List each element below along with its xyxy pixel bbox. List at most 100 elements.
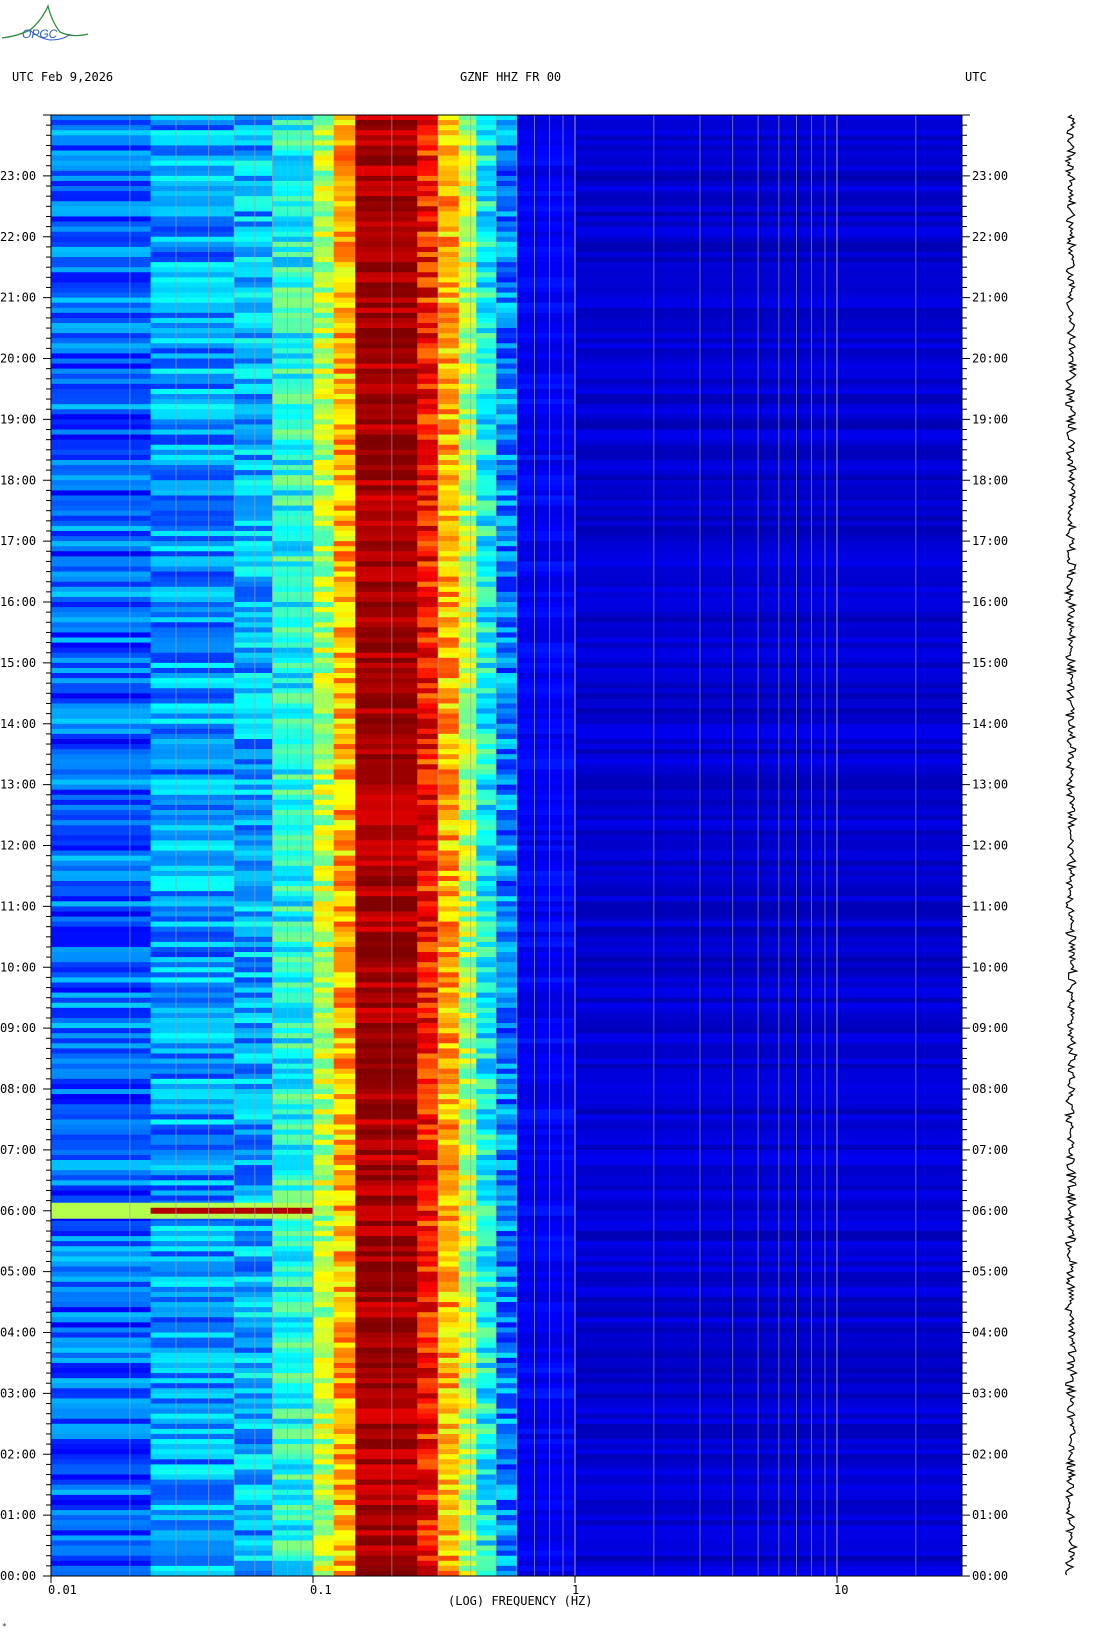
heatmap-cell — [438, 1154, 460, 1161]
heatmap-cell — [355, 1200, 418, 1207]
heatmap-cell — [333, 1312, 356, 1318]
heatmap-cell — [51, 160, 152, 167]
heatmap-cell — [51, 536, 152, 542]
heatmap-cell — [333, 1489, 356, 1496]
heatmap-cell — [516, 576, 576, 583]
heatmap-cell — [355, 186, 418, 192]
heatmap-cell — [458, 262, 477, 268]
heatmap-cell — [438, 175, 460, 182]
heatmap-cell — [476, 1215, 497, 1222]
heatmap-cell — [51, 490, 152, 496]
heatmap-cell — [516, 1195, 576, 1201]
heatmap-cell — [417, 1413, 439, 1420]
heatmap-cell — [150, 622, 235, 628]
heatmap-cell — [234, 738, 273, 745]
y-tick-label-right: 18:00 — [972, 473, 1008, 487]
heatmap-cell — [355, 850, 418, 857]
heatmap-cell — [272, 1251, 314, 1257]
heatmap-cell — [313, 125, 335, 131]
heatmap-cell — [272, 566, 314, 572]
heatmap-cell — [438, 1048, 460, 1054]
heatmap-cell — [438, 328, 460, 334]
heatmap-cell — [51, 439, 152, 446]
heatmap-cell — [234, 749, 273, 755]
heatmap-cell — [333, 1154, 356, 1161]
heatmap-cell — [313, 1185, 335, 1191]
heatmap-cell — [458, 1028, 477, 1034]
heatmap-cell — [355, 1073, 418, 1080]
heatmap-cell — [458, 510, 477, 517]
heatmap-cell — [333, 794, 356, 801]
heatmap-cell — [417, 333, 439, 339]
heatmap-cell — [313, 1058, 335, 1065]
heatmap-cell — [516, 1479, 576, 1486]
heatmap-cell — [272, 130, 314, 136]
heatmap-cell — [575, 1144, 963, 1151]
heatmap-cell — [458, 328, 477, 334]
heatmap-cell — [496, 429, 518, 435]
heatmap-cell — [51, 1083, 152, 1090]
heatmap-cell — [476, 946, 497, 953]
heatmap-cell — [458, 1281, 477, 1288]
heatmap-cell — [313, 480, 335, 486]
heatmap-cell — [51, 165, 152, 172]
heatmap-cell — [51, 1109, 152, 1115]
heatmap-cell — [516, 642, 576, 649]
heatmap-cell — [417, 678, 439, 684]
heatmap-cell — [355, 992, 418, 999]
heatmap-cell — [355, 485, 418, 491]
heatmap-cell — [313, 196, 335, 202]
heatmap-cell — [575, 1423, 963, 1430]
heatmap-cell — [51, 683, 152, 689]
heatmap-cell — [150, 627, 235, 633]
heatmap-cell — [313, 257, 335, 263]
heatmap-cell — [333, 246, 356, 253]
heatmap-cell — [272, 551, 314, 557]
heatmap-cell — [355, 1439, 418, 1445]
heatmap-cell — [516, 180, 576, 187]
heatmap-cell — [313, 703, 335, 709]
heatmap-cell — [516, 363, 576, 370]
heatmap-cell — [51, 1094, 152, 1100]
heatmap-cell — [51, 952, 152, 958]
heatmap-cell — [234, 1154, 273, 1161]
heatmap-cell — [272, 241, 314, 248]
heatmap-cell — [476, 1149, 497, 1156]
heatmap-cell — [417, 612, 439, 618]
heatmap-cell — [458, 1368, 477, 1374]
heatmap-cell — [272, 1494, 314, 1501]
heatmap-cell — [333, 1129, 356, 1136]
heatmap-cell — [458, 130, 477, 136]
heatmap-cell — [516, 1175, 576, 1181]
heatmap-cell — [516, 886, 576, 892]
heatmap-cell — [234, 1418, 273, 1425]
heatmap-cell — [458, 251, 477, 258]
heatmap-cell — [516, 388, 576, 395]
heatmap-cell — [417, 1433, 439, 1440]
heatmap-cell — [355, 678, 418, 684]
heatmap-cell — [313, 495, 335, 501]
heatmap-cell — [333, 140, 356, 146]
heatmap-cell — [575, 338, 963, 344]
heatmap-cell — [313, 1256, 335, 1262]
heatmap-cell — [355, 860, 418, 867]
heatmap-cell — [333, 1185, 356, 1191]
heatmap-cell — [458, 1332, 477, 1338]
y-tick-label-left: 16:00 — [0, 595, 36, 609]
heatmap-cell — [438, 967, 460, 973]
heatmap-cell — [150, 1347, 235, 1354]
heatmap-cell — [496, 911, 518, 917]
heatmap-cell — [438, 541, 460, 547]
heatmap-cell — [575, 967, 963, 973]
heatmap-cell — [516, 1007, 576, 1014]
heatmap-cell — [516, 957, 576, 963]
heatmap-cell — [333, 1464, 356, 1470]
heatmap-cell — [150, 1119, 235, 1125]
heatmap-cell — [313, 865, 335, 872]
heatmap-cell — [333, 1388, 356, 1394]
heatmap-cell — [516, 1418, 576, 1425]
heatmap-cell — [438, 1560, 460, 1567]
heatmap-cell — [51, 1510, 152, 1516]
heatmap-cell — [476, 987, 497, 994]
heatmap-cell — [417, 617, 439, 623]
